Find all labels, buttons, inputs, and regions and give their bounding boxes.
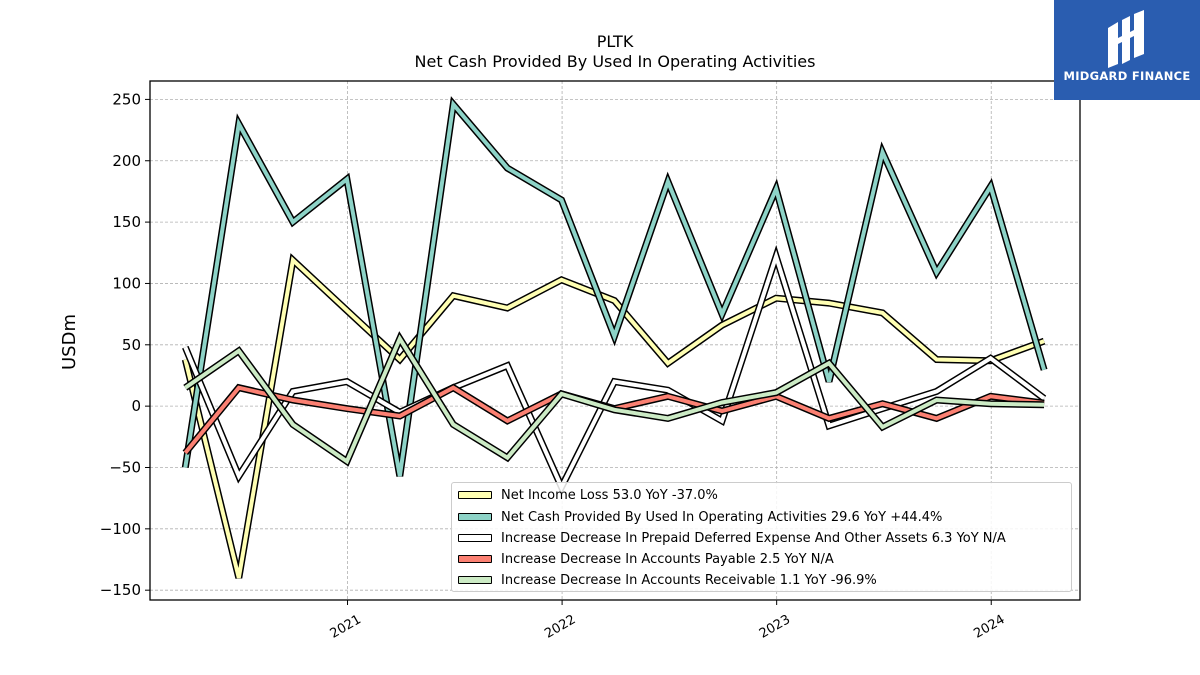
y-axis-label: USDm xyxy=(59,314,80,370)
legend-item: Increase Decrease In Prepaid Deferred Ex… xyxy=(458,528,1006,548)
chart-subtitle: Net Cash Provided By Used In Operating A… xyxy=(414,52,816,71)
y-tick-label: −150 xyxy=(100,581,141,599)
logo-text: MIDGARD FINANCE xyxy=(1063,69,1191,83)
series-increase-decrease-in-prepaid-deferred-expense-and-other-assets xyxy=(182,245,1047,496)
legend-item: Increase Decrease In Accounts Receivable… xyxy=(458,570,877,590)
y-tick-label: −50 xyxy=(109,458,141,476)
series-increase-decrease-in-accounts-receivable xyxy=(183,331,1045,467)
y-tick-label: 150 xyxy=(112,213,141,231)
x-tick-label: 2022 xyxy=(542,612,578,642)
series-line xyxy=(183,249,1046,492)
chart-title: PLTK xyxy=(596,32,634,51)
series-line xyxy=(183,256,1045,579)
series-line xyxy=(183,99,1047,477)
midgard-logo-icon xyxy=(1108,10,1144,68)
legend-item: Net Cash Provided By Used In Operating A… xyxy=(458,507,942,527)
x-tick-label: 2024 xyxy=(971,612,1007,642)
midgard-finance-logo: MIDGARD FINANCE xyxy=(1054,0,1200,100)
legend-swatch xyxy=(458,491,492,499)
legend: Net Income Loss 53.0 YoY -37.0% Net Cash… xyxy=(451,482,1072,592)
y-tick-label: 0 xyxy=(131,397,141,415)
x-axis: 2021 2022 2023 2024 xyxy=(328,600,1008,642)
legend-label: Increase Decrease In Prepaid Deferred Ex… xyxy=(501,530,1006,546)
series-outline xyxy=(181,96,1048,477)
y-tick-label: 200 xyxy=(112,152,141,170)
y-tick-label: 100 xyxy=(112,274,141,292)
legend-swatch xyxy=(458,555,492,563)
y-axis: −150 −100 −50 0 50 100 150 200 250 xyxy=(100,90,150,599)
series-line xyxy=(184,334,1045,465)
legend-item: Net Income Loss 53.0 YoY -37.0% xyxy=(458,485,718,505)
y-tick-label: 250 xyxy=(112,90,141,108)
legend-swatch xyxy=(458,534,492,542)
legend-label: Net Cash Provided By Used In Operating A… xyxy=(501,509,943,525)
x-tick-label: 2021 xyxy=(328,612,364,642)
legend-label: Net Income Loss 53.0 YoY -37.0% xyxy=(501,487,718,503)
y-tick-label: 50 xyxy=(122,336,141,354)
legend-swatch xyxy=(458,513,492,521)
series-net-cash-provided-by-used-in-operating-activities xyxy=(181,96,1048,477)
legend-label: Increase Decrease In Accounts Receivable… xyxy=(501,572,877,588)
legend-label: Increase Decrease In Accounts Payable 2.… xyxy=(501,551,834,567)
series-outline xyxy=(182,245,1047,496)
x-tick-label: 2023 xyxy=(757,612,793,642)
series-layer xyxy=(181,96,1048,579)
legend-swatch xyxy=(458,576,492,584)
series-net-income-loss xyxy=(181,253,1046,579)
legend-item: Increase Decrease In Accounts Payable 2.… xyxy=(458,549,834,569)
y-tick-label: −100 xyxy=(100,520,141,538)
axes-frame xyxy=(149,80,1081,601)
